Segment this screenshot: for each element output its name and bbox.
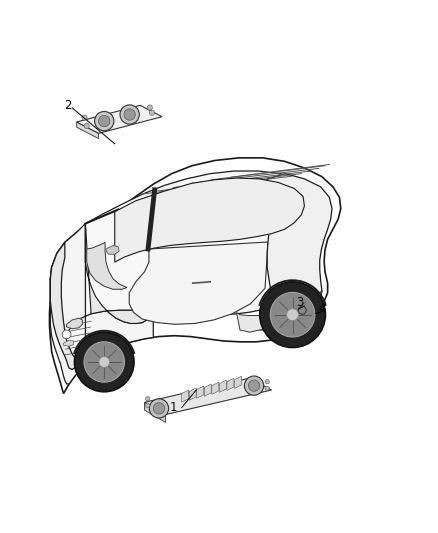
Circle shape bbox=[153, 403, 165, 414]
Polygon shape bbox=[227, 378, 234, 391]
Circle shape bbox=[265, 379, 269, 384]
Circle shape bbox=[286, 309, 299, 320]
Circle shape bbox=[84, 123, 89, 128]
Circle shape bbox=[265, 386, 269, 391]
Text: 4: 4 bbox=[318, 302, 326, 315]
Polygon shape bbox=[212, 382, 219, 394]
Polygon shape bbox=[197, 386, 204, 398]
Circle shape bbox=[298, 306, 306, 314]
Circle shape bbox=[82, 115, 87, 120]
Circle shape bbox=[95, 111, 114, 131]
Circle shape bbox=[99, 115, 110, 127]
Polygon shape bbox=[64, 340, 74, 346]
Polygon shape bbox=[50, 243, 77, 369]
Circle shape bbox=[99, 357, 110, 367]
Circle shape bbox=[149, 399, 169, 418]
Polygon shape bbox=[77, 106, 162, 133]
Polygon shape bbox=[145, 378, 272, 415]
Circle shape bbox=[145, 397, 150, 401]
Circle shape bbox=[147, 105, 152, 110]
Text: 3: 3 bbox=[297, 296, 304, 309]
Circle shape bbox=[120, 105, 139, 124]
Polygon shape bbox=[189, 388, 196, 400]
Circle shape bbox=[270, 292, 315, 337]
Circle shape bbox=[244, 376, 264, 395]
Polygon shape bbox=[49, 158, 341, 393]
Circle shape bbox=[260, 282, 325, 348]
Polygon shape bbox=[219, 380, 226, 392]
Polygon shape bbox=[87, 243, 127, 289]
Polygon shape bbox=[106, 246, 119, 254]
Polygon shape bbox=[182, 390, 189, 402]
Polygon shape bbox=[234, 376, 241, 389]
Polygon shape bbox=[259, 174, 332, 330]
Text: 2: 2 bbox=[64, 99, 72, 112]
Polygon shape bbox=[77, 122, 99, 139]
Circle shape bbox=[248, 380, 260, 391]
Circle shape bbox=[145, 403, 150, 408]
Circle shape bbox=[149, 110, 155, 115]
Text: 1: 1 bbox=[169, 401, 177, 414]
Polygon shape bbox=[145, 402, 166, 423]
Circle shape bbox=[74, 332, 134, 392]
Polygon shape bbox=[50, 223, 153, 384]
Circle shape bbox=[62, 330, 71, 339]
Polygon shape bbox=[65, 171, 328, 359]
Polygon shape bbox=[129, 242, 268, 324]
Polygon shape bbox=[204, 384, 211, 397]
Polygon shape bbox=[85, 223, 153, 324]
Circle shape bbox=[124, 109, 135, 120]
Polygon shape bbox=[115, 178, 304, 262]
Circle shape bbox=[84, 342, 124, 382]
Polygon shape bbox=[237, 290, 322, 332]
Polygon shape bbox=[67, 318, 82, 329]
